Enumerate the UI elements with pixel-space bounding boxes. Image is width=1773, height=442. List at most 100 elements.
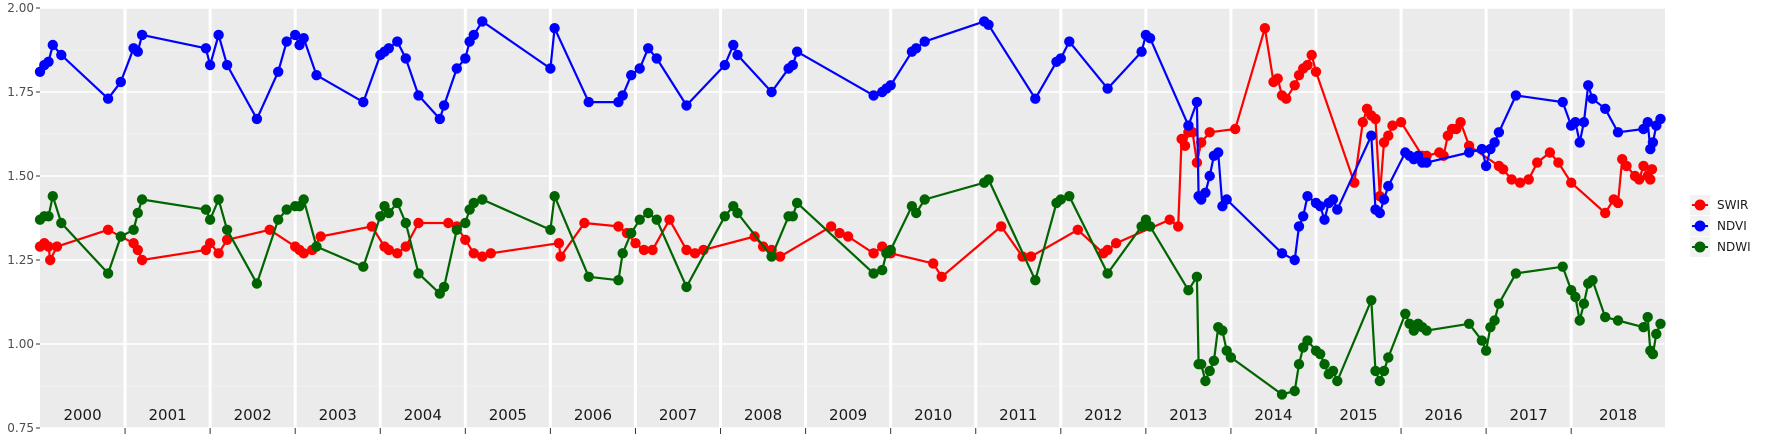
ndvi-point — [1378, 194, 1390, 205]
ndvi-point — [311, 70, 322, 81]
ndvi-point — [1480, 160, 1492, 172]
year-label: 2012 — [1084, 406, 1122, 424]
ndvi-point — [451, 63, 462, 74]
swir-point — [477, 251, 488, 262]
ndvi-point — [583, 96, 594, 108]
ndvi-point — [1302, 191, 1313, 202]
swir-point — [996, 221, 1007, 232]
swir-point — [928, 258, 939, 269]
ndwi-point — [868, 268, 879, 279]
year-label: 2006 — [574, 406, 612, 424]
ndwi-point — [885, 244, 896, 256]
year-label: 2002 — [234, 406, 272, 424]
ndwi-point — [358, 261, 369, 272]
ndvi-point — [1366, 130, 1377, 141]
ndvi-point — [549, 23, 560, 34]
ndvi-point — [1570, 117, 1581, 128]
ndwi-point — [1400, 308, 1411, 319]
y-tick-label: 0.75 — [7, 421, 34, 435]
ndwi-point — [1196, 359, 1207, 370]
ndwi-point — [1217, 325, 1228, 336]
swir-point — [868, 248, 879, 259]
year-label: 2013 — [1169, 406, 1207, 424]
ndvi-point — [221, 59, 233, 71]
swir-point — [1506, 174, 1517, 185]
ndvi-point — [136, 29, 148, 41]
series-layer — [34, 16, 1666, 400]
swir-point — [1357, 117, 1369, 128]
ndwi-point — [1574, 315, 1585, 326]
ndwi-point — [1651, 328, 1662, 340]
swir-point — [842, 231, 854, 242]
ndwi-point — [766, 251, 777, 262]
ndwi-point — [1374, 375, 1386, 387]
ndvi-point — [434, 113, 445, 125]
year-label: 2011 — [999, 406, 1037, 424]
ndwi-point — [1204, 365, 1215, 377]
swir-point — [1302, 59, 1313, 71]
year-label: 2001 — [149, 406, 187, 424]
ndvi-point — [1578, 117, 1590, 128]
swir-point — [1646, 164, 1658, 175]
ndvi-point — [1327, 194, 1339, 205]
ndvi-point — [1136, 46, 1147, 57]
swir-point — [221, 234, 233, 245]
y-tick-label: 1.00 — [7, 337, 34, 351]
ndvi-point — [1319, 214, 1330, 225]
ndvi-point — [1374, 207, 1386, 219]
ndwi-point — [1655, 318, 1666, 329]
year-label: 2018 — [1599, 406, 1637, 424]
swir-point — [1306, 49, 1317, 61]
ndvi-point — [298, 33, 309, 44]
swir-point — [468, 248, 479, 259]
ndwi-point — [1489, 315, 1500, 326]
swir-point — [1072, 224, 1084, 235]
ndwi-point — [460, 217, 471, 229]
ndwi-point — [1319, 359, 1330, 370]
ndvi-point — [1612, 127, 1624, 138]
ndvi-point — [617, 90, 628, 101]
ndvi-point — [251, 113, 263, 125]
ndwi-point — [56, 217, 67, 229]
ndvi-point — [1289, 254, 1300, 266]
ndvi-point — [1276, 248, 1288, 259]
plot-area: 2000 2001 2002 2003 2004 2005 2006 2007 2008 2009… — [40, 7, 1665, 429]
ndwi-point — [1370, 365, 1381, 377]
swir-point — [825, 221, 837, 232]
ndwi-point — [1064, 191, 1075, 202]
year-label: 2005 — [489, 406, 527, 424]
ndwi-point — [1200, 375, 1211, 387]
ndvi-point — [545, 63, 556, 74]
swir-point — [204, 238, 216, 249]
swir-point — [1230, 123, 1241, 135]
ndwi-point — [617, 248, 628, 259]
swir-point — [1272, 73, 1283, 84]
ndvi-point — [1315, 201, 1326, 212]
swir-point — [1621, 160, 1632, 172]
ndvi-point — [477, 16, 488, 27]
ndwi-point — [273, 214, 284, 225]
ndvi-point — [273, 66, 284, 78]
ndvi-point — [626, 70, 637, 81]
year-label: 2015 — [1339, 406, 1377, 424]
swir-point — [1523, 174, 1534, 185]
ndwi-point — [311, 241, 322, 252]
swir-point — [102, 224, 114, 235]
ndvi-point — [383, 43, 394, 54]
swir-point — [1289, 80, 1300, 91]
swir-point — [1645, 174, 1656, 185]
legend-key-swir — [1694, 199, 1706, 211]
swir-point — [834, 227, 845, 239]
ndvi-point — [791, 46, 803, 57]
swir-point — [45, 254, 56, 266]
ndwi-point — [200, 204, 212, 215]
ndvi-point — [1102, 83, 1113, 94]
ndwi-point — [1578, 298, 1590, 309]
year-label: 2008 — [744, 406, 782, 424]
swir-point — [264, 224, 275, 235]
ndwi-point — [1647, 348, 1659, 360]
ndvi-point — [1144, 33, 1156, 44]
ndwi-point — [1493, 298, 1505, 309]
ndvi-point — [1493, 127, 1505, 138]
ndvi-point — [204, 59, 216, 71]
